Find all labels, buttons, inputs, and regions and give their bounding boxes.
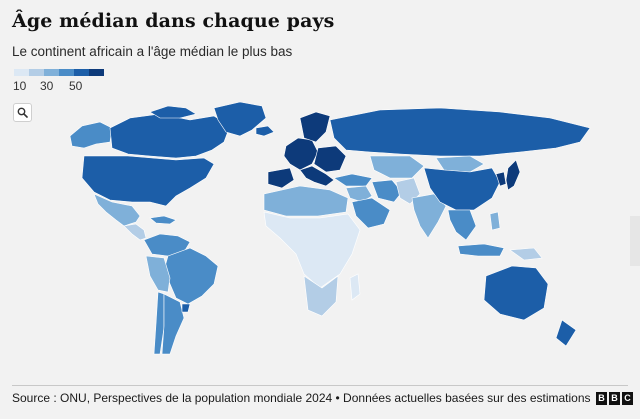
legend-swatch: [89, 69, 104, 76]
country-north-africa[interactable]: Afrique du Nord: [263, 185, 349, 217]
country-southeast-asia[interactable]: Asie du Sud-Est: [447, 209, 477, 241]
world-map: Alaska Canada Canada États-Unis Groenlan…: [69, 101, 591, 355]
zoom-search-button[interactable]: [13, 103, 32, 122]
search-icon: [17, 107, 28, 118]
country-philippines[interactable]: Philippines: [489, 211, 501, 231]
country-scandinavia[interactable]: Europe de l'Est: [299, 111, 331, 143]
country-colombia-venezuela[interactable]: Colombie / Venezuela: [143, 233, 191, 257]
country-central-asia[interactable]: Asie centrale: [369, 155, 425, 179]
country-mexico[interactable]: Mexique: [93, 193, 141, 227]
legend-swatch: [74, 69, 89, 76]
page-subtitle: Le continent africain a l'âge médian le …: [12, 44, 293, 59]
legend-swatch: [14, 69, 29, 76]
legend-swatch: [44, 69, 59, 76]
footer-divider: [12, 385, 628, 386]
bbc-logo-letter: C: [622, 392, 633, 405]
bbc-logo-letter: B: [609, 392, 620, 405]
country-iran[interactable]: Iran: [371, 179, 403, 203]
country-central-america[interactable]: Amérique centrale: [123, 223, 147, 241]
legend-label-max: 50: [69, 79, 83, 93]
scroll-strip: [630, 216, 640, 266]
country-iberia[interactable]: Espagne / Portugal: [267, 167, 295, 189]
country-sub-saharan-africa[interactable]: Afrique subsaharienne: [263, 211, 361, 289]
country-new-zealand[interactable]: Nouvelle-Zélande: [555, 319, 577, 347]
color-legend: 10 30 50: [13, 69, 104, 95]
country-russia[interactable]: Russie: [329, 107, 591, 157]
country-usa[interactable]: États-Unis: [81, 155, 215, 207]
country-australia[interactable]: Australie: [483, 265, 549, 321]
legend-label-mid: 30: [40, 79, 54, 93]
country-argentina[interactable]: Argentine: [161, 293, 185, 355]
country-canada[interactable]: Canada: [109, 113, 231, 159]
country-mongolia[interactable]: Mongolie: [435, 155, 485, 173]
country-canada-arctic[interactable]: Canada: [149, 105, 197, 119]
legend-swatch: [59, 69, 74, 76]
country-papua[interactable]: Papouasie: [509, 247, 543, 261]
country-southern-africa[interactable]: Afrique australe: [303, 275, 339, 317]
country-brazil[interactable]: Brésil: [163, 247, 219, 305]
country-alaska[interactable]: Alaska: [69, 121, 113, 149]
country-madagascar[interactable]: Madagascar: [349, 273, 361, 301]
bbc-logo: B B C: [596, 392, 633, 405]
country-greenland[interactable]: Groenland: [213, 101, 267, 137]
country-peru-bolivia[interactable]: Pérou / Bolivie: [145, 255, 171, 293]
country-italy-greece[interactable]: Italie / Grèce: [299, 165, 335, 187]
legend-label-min: 10: [13, 79, 27, 93]
page-title: Âge médian dans chaque pays: [12, 10, 335, 32]
country-turkey[interactable]: Turquie: [333, 173, 373, 187]
country-arabian-peninsula[interactable]: Péninsule arabique: [351, 197, 391, 229]
country-indonesia[interactable]: Indonésie: [457, 243, 505, 257]
country-korea[interactable]: Corée: [495, 171, 507, 187]
country-western-europe[interactable]: Europe de l'Ouest: [283, 137, 319, 171]
country-caribbean[interactable]: Caraïbes: [149, 215, 177, 225]
country-eastern-europe[interactable]: Europe de l'Est: [313, 145, 347, 173]
country-iceland[interactable]: Islande: [255, 125, 275, 137]
country-china[interactable]: Chine: [423, 167, 501, 211]
legend-color-scale: [14, 69, 104, 76]
country-japan[interactable]: Japon: [505, 159, 521, 191]
legend-swatch: [29, 69, 44, 76]
source-note: Source : ONU, Perspectives de la populat…: [12, 391, 591, 405]
legend-labels: 10 30 50: [13, 79, 104, 95]
country-uruguay[interactable]: Uruguay: [181, 303, 191, 313]
bbc-logo-letter: B: [596, 392, 607, 405]
